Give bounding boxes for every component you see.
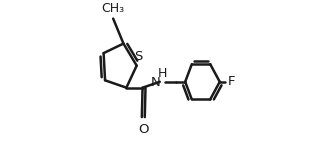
Text: S: S	[134, 50, 143, 63]
Text: O: O	[138, 123, 149, 136]
Text: F: F	[228, 75, 235, 88]
Text: H: H	[158, 67, 167, 80]
Text: N: N	[151, 76, 161, 89]
Text: CH₃: CH₃	[101, 2, 124, 15]
